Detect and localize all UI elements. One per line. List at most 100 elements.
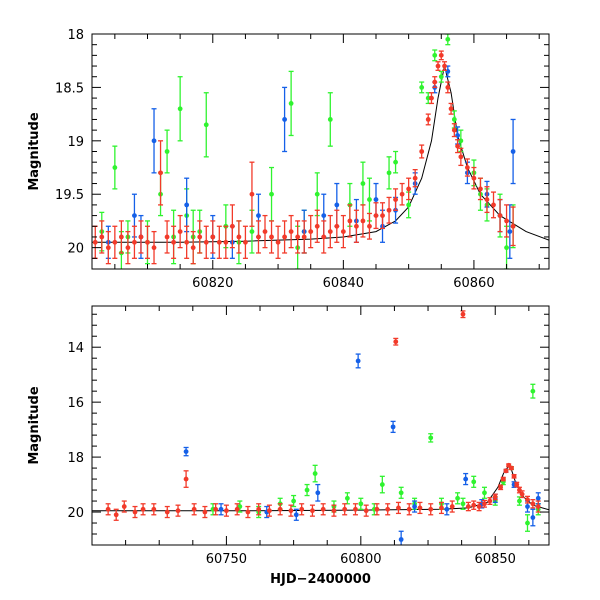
data-point: [500, 476, 506, 482]
data-point: [288, 229, 294, 235]
data-point: [510, 223, 516, 229]
data-point: [218, 506, 224, 512]
data-point: [256, 506, 262, 512]
data-point: [203, 122, 209, 128]
data-point: [105, 245, 111, 251]
data-point: [428, 435, 434, 441]
data-point: [510, 149, 516, 154]
y-tick-label: 19: [67, 135, 84, 150]
series-red: [105, 310, 541, 521]
data-point: [171, 239, 177, 245]
data-point: [393, 159, 398, 165]
data-point: [151, 138, 157, 144]
data-point: [491, 202, 496, 208]
data-point: [425, 117, 431, 122]
data-point: [487, 498, 493, 504]
data-point: [482, 501, 487, 507]
plot-area: [92, 34, 549, 269]
data-point: [517, 498, 522, 504]
data-point: [465, 504, 471, 509]
data-point: [269, 191, 274, 197]
data-point: [312, 471, 318, 476]
data-point: [406, 506, 412, 512]
data-point: [105, 506, 111, 512]
data-point: [234, 506, 240, 512]
data-point: [267, 508, 272, 514]
data-point: [399, 191, 405, 197]
data-point: [492, 494, 498, 500]
data-point: [184, 202, 190, 208]
data-point: [151, 506, 157, 512]
data-point: [530, 515, 536, 520]
data-point: [429, 95, 434, 101]
data-point: [275, 239, 281, 245]
data-point: [121, 504, 127, 509]
data-point: [406, 186, 412, 192]
data-point: [277, 506, 283, 512]
data-point: [393, 197, 398, 202]
data-point: [380, 213, 385, 218]
y-tick-label: 20: [67, 506, 84, 521]
data-point: [460, 311, 466, 317]
data-point: [249, 191, 255, 197]
data-point: [340, 229, 346, 235]
data-point: [112, 165, 118, 170]
y-tick-label: 16: [67, 396, 84, 411]
data-point: [455, 495, 460, 501]
data-point: [519, 491, 525, 497]
data-point: [373, 197, 379, 202]
data-point: [190, 245, 196, 251]
data-point: [508, 465, 514, 471]
data-point: [210, 234, 216, 240]
data-point: [390, 424, 396, 430]
data-point: [291, 498, 297, 504]
y-tick-label: 18: [67, 451, 84, 466]
data-point: [406, 202, 412, 208]
data-point: [525, 497, 530, 503]
x-tick-label: 60800: [340, 552, 381, 567]
data-point: [458, 154, 464, 160]
data-point: [439, 505, 444, 511]
data-point: [398, 490, 404, 496]
data-point: [310, 508, 315, 514]
data-point: [471, 175, 477, 181]
data-point: [445, 36, 451, 42]
data-point: [412, 504, 417, 509]
y-tick-label: 18: [67, 28, 84, 43]
data-point: [412, 175, 418, 181]
data-point: [249, 229, 255, 235]
data-point: [374, 506, 380, 512]
data-point: [471, 479, 477, 485]
data-point: [213, 506, 219, 512]
data-point: [514, 482, 520, 487]
plot-area: [92, 310, 549, 545]
data-point: [525, 520, 530, 526]
data-point: [295, 234, 301, 240]
data-point: [158, 170, 163, 176]
data-point: [353, 506, 358, 512]
data-point: [347, 218, 353, 224]
data-point: [282, 234, 287, 240]
data-point: [327, 229, 333, 235]
y-axis-title: Magnitude: [27, 112, 42, 191]
data-point: [299, 506, 305, 512]
y-tick-label: 14: [67, 341, 84, 356]
x-tick-label: 60840: [323, 276, 364, 291]
data-point: [314, 223, 320, 229]
data-point: [164, 234, 170, 240]
data-point: [112, 239, 118, 245]
data-point: [417, 505, 423, 511]
data-point: [269, 234, 274, 240]
data-point: [358, 501, 364, 507]
data-point: [224, 508, 229, 514]
x-axis-title: HJD−2400000: [270, 572, 371, 587]
series-green: [99, 34, 516, 269]
data-point: [449, 504, 455, 509]
data-point: [445, 85, 451, 90]
data-point: [92, 239, 98, 245]
data-point: [125, 245, 131, 251]
data-point: [379, 482, 385, 487]
data-point: [334, 223, 340, 229]
data-point: [229, 223, 235, 229]
